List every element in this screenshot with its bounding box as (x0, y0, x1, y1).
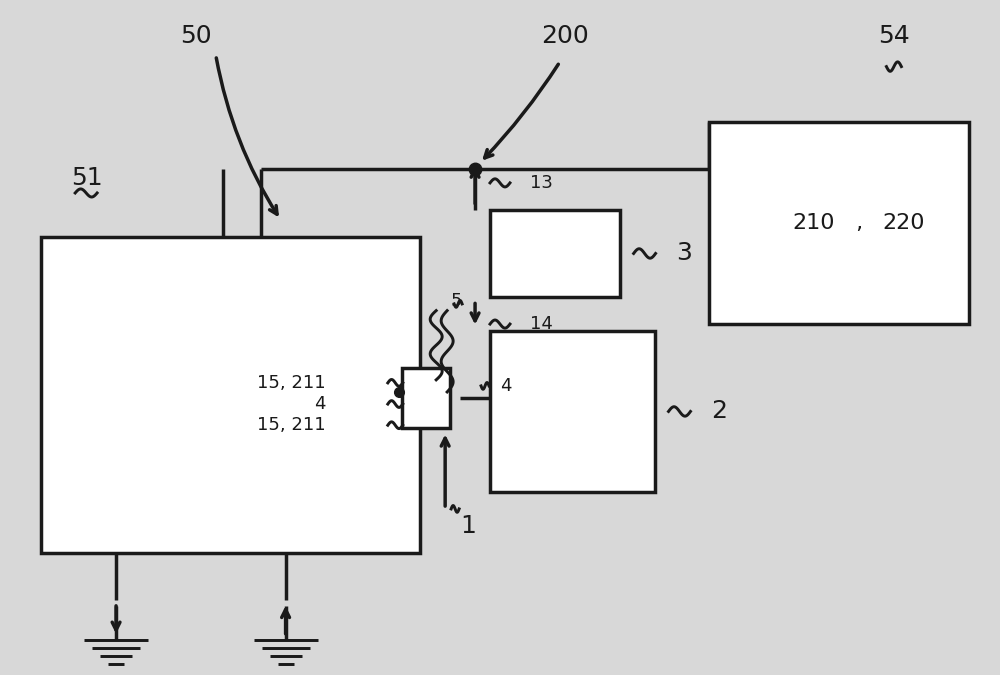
Text: 220: 220 (883, 213, 925, 234)
Bar (41, 237, 420, 553)
Text: 200: 200 (541, 24, 589, 49)
Bar (709, 122, 969, 324)
Text: 15, 211: 15, 211 (257, 374, 325, 392)
Text: 5: 5 (450, 292, 462, 310)
Text: 13: 13 (530, 174, 553, 192)
Text: 4: 4 (500, 377, 511, 395)
Text: 15, 211: 15, 211 (257, 416, 325, 434)
Bar (402, 368, 450, 428)
Text: 54: 54 (878, 24, 910, 49)
Text: 14: 14 (530, 315, 553, 333)
Text: 210: 210 (793, 213, 835, 234)
Text: 2: 2 (711, 400, 727, 423)
Text: 4: 4 (314, 395, 325, 413)
Text: 51: 51 (71, 165, 103, 190)
Text: 3: 3 (677, 242, 692, 265)
Bar (490, 210, 620, 297)
Text: 1: 1 (460, 514, 476, 538)
Text: 50: 50 (180, 24, 212, 49)
Bar (490, 331, 655, 492)
Text: ,: , (849, 213, 863, 234)
